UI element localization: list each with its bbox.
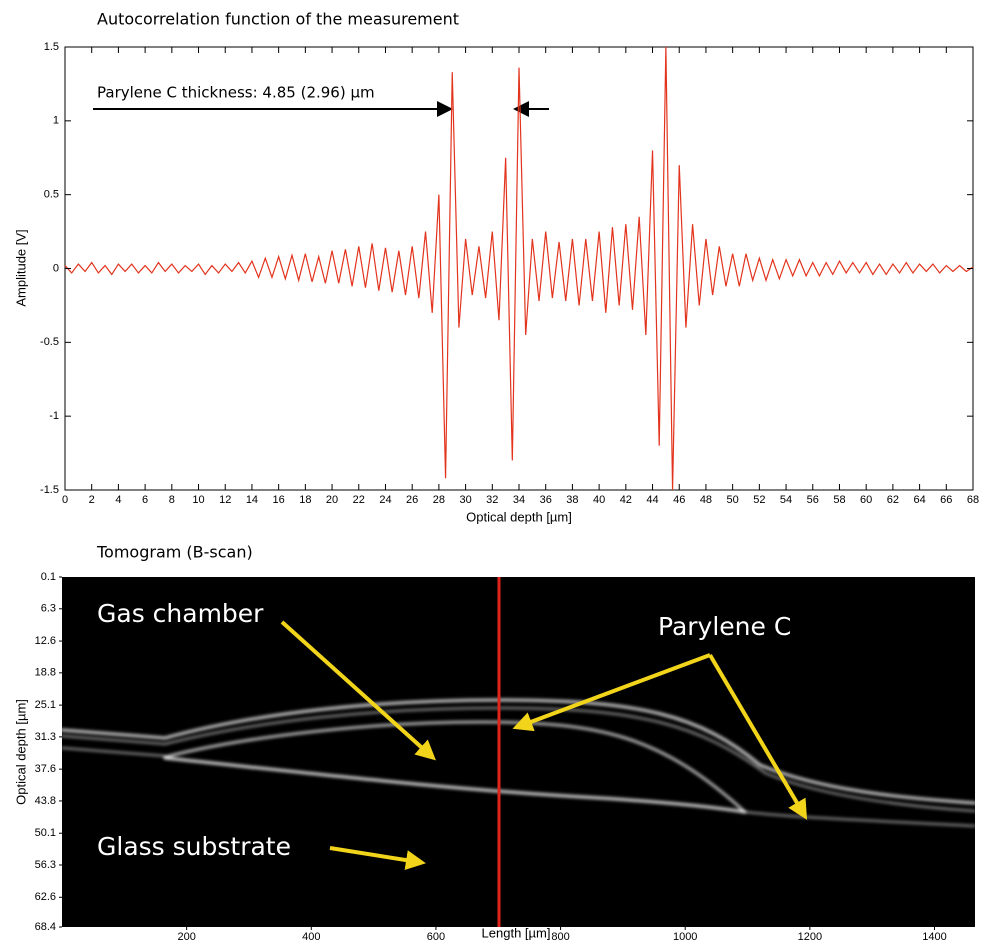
y-tick-label: 50.1 <box>35 827 56 839</box>
x-tick-label: 8 <box>169 494 175 506</box>
y-tick-label: 62.6 <box>35 891 56 903</box>
x-axis-label: Optical depth [µm] <box>466 509 572 524</box>
x-tick-label: 64 <box>913 494 925 506</box>
y-tick-label: 1 <box>53 115 59 127</box>
x-tick-label: 58 <box>833 494 845 506</box>
annotation: Gas chamber <box>97 599 264 628</box>
x-tick-label: 44 <box>646 494 658 506</box>
x-tick-label: 40 <box>593 494 605 506</box>
y-tick-label: -1 <box>49 410 59 422</box>
x-tick-label: 26 <box>406 494 418 506</box>
x-tick-label: 0 <box>62 494 68 506</box>
x-tick-label: 16 <box>273 494 285 506</box>
x-tick-label: 6 <box>142 494 148 506</box>
x-tick-label: 12 <box>219 494 231 506</box>
x-tick-label: 400 <box>302 931 320 943</box>
y-tick-label: 6.3 <box>41 603 56 615</box>
y-tick-label: 12.6 <box>35 635 56 647</box>
chart-title: Tomogram (B-scan) <box>96 543 253 562</box>
x-tick-label: 54 <box>780 494 792 506</box>
annotation-arrows <box>280 620 808 870</box>
x-tick-label: 10 <box>192 494 204 506</box>
x-tick-label: 38 <box>566 494 578 506</box>
x-tick-label: 42 <box>620 494 632 506</box>
x-tick-label: 62 <box>887 494 899 506</box>
x-tick-label: 20 <box>326 494 338 506</box>
annotation: Parylene C <box>658 612 791 641</box>
x-tick-label: 68 <box>967 494 979 506</box>
x-tick-label: 24 <box>379 494 391 506</box>
y-tick-label: 37.6 <box>35 763 56 775</box>
y-tick-label: 56.3 <box>35 859 56 871</box>
x-tick-label: 50 <box>727 494 739 506</box>
y-tick-label: 0.5 <box>44 189 59 201</box>
y-tick-label: 68.4 <box>35 921 56 933</box>
x-tick-label: 18 <box>299 494 311 506</box>
data-line <box>64 46 974 491</box>
y-tick-label: 43.8 <box>35 795 56 807</box>
annotation: Parylene C thickness: 4.85 (2.96) µm <box>97 84 375 102</box>
y-tick-label: 0.1 <box>41 571 56 583</box>
x-tick-label: 48 <box>700 494 712 506</box>
y-tick-label: 1.5 <box>44 41 59 53</box>
y-tick-label: 31.3 <box>35 731 56 743</box>
x-tick-label: 60 <box>860 494 872 506</box>
y-tick-label: -0.5 <box>40 336 59 348</box>
x-tick-label: 30 <box>459 494 471 506</box>
x-tick-label: 46 <box>673 494 685 506</box>
chart-title: Autocorrelation function of the measurem… <box>97 10 459 29</box>
x-tick-label: 1400 <box>922 931 946 943</box>
x-tick-label: 34 <box>513 494 525 506</box>
y-tick-label: 25.1 <box>35 699 56 711</box>
tomogram-image <box>62 577 975 927</box>
x-tick-label: 2 <box>89 494 95 506</box>
y-axis-label: Optical depth [µm] <box>13 699 28 805</box>
x-tick-label: 28 <box>433 494 445 506</box>
x-axis-label: Length [µm] <box>482 925 551 940</box>
x-tick-label: 200 <box>177 931 195 943</box>
x-tick-label: 1200 <box>798 931 822 943</box>
x-tick-label: 800 <box>551 931 569 943</box>
annotation: Glass substrate <box>97 832 291 861</box>
y-tick-label: -1.5 <box>40 484 59 496</box>
x-tick-label: 1000 <box>673 931 697 943</box>
x-tick-label: 52 <box>753 494 765 506</box>
tomogram-structure <box>60 698 977 827</box>
x-tick-label: 36 <box>540 494 552 506</box>
x-tick-label: 22 <box>353 494 365 506</box>
x-tick-label: 32 <box>486 494 498 506</box>
x-tick-label: 14 <box>246 494 258 506</box>
x-tick-label: 600 <box>427 931 445 943</box>
y-tick-label: 18.8 <box>35 667 56 679</box>
x-tick-label: 56 <box>807 494 819 506</box>
x-tick-label: 66 <box>940 494 952 506</box>
y-axis-label: Amplitude [V] <box>13 229 28 306</box>
y-tick-label: 0 <box>53 262 59 274</box>
x-tick-label: 4 <box>115 494 121 506</box>
